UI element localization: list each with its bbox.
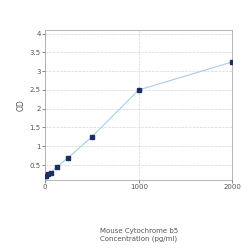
Y-axis label: OD: OD <box>16 99 26 111</box>
Text: Mouse Cytochrome b5
Concentration (pg/ml): Mouse Cytochrome b5 Concentration (pg/ml… <box>100 228 178 241</box>
